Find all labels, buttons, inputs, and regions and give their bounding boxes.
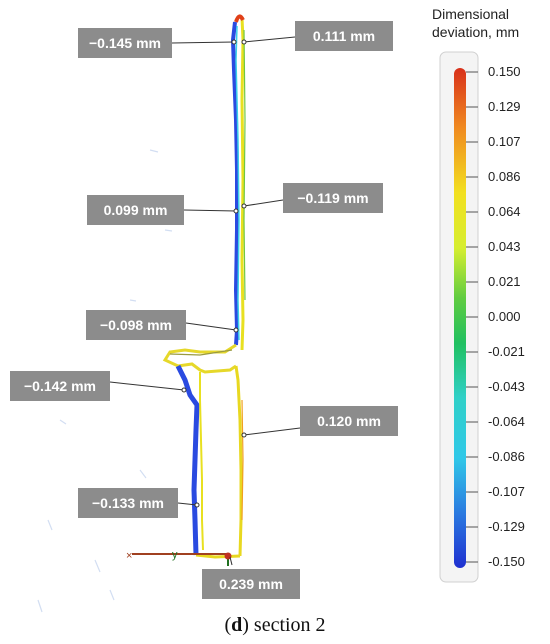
callout-minus-0142: −0.142 mm [10, 371, 110, 401]
profile-bottom [195, 553, 241, 559]
callout-points [181, 39, 247, 508]
callout-minus-0133: −0.133 mm [78, 488, 178, 518]
legend-title-line1: Dimensional [432, 6, 510, 22]
legend-tick: -0.043 [488, 379, 525, 394]
colorbar-ticks [466, 71, 478, 563]
profile-left-edge [230, 21, 240, 346]
callout-minus-0119: −0.119 mm [283, 183, 383, 213]
legend-tick: -0.129 [488, 519, 525, 534]
y-axis-mark: y [172, 549, 178, 561]
legend-tick: 0.000 [488, 309, 521, 324]
legend-tick: -0.021 [488, 344, 525, 359]
figure-caption: (d) section 2 [224, 614, 326, 636]
profile-right-edge [240, 17, 245, 351]
legend-title: Dimensional deviation, mm [432, 5, 550, 41]
caption-text: section 2 [253, 614, 326, 636]
legend-tick: -0.150 [488, 554, 525, 569]
caption-label: d [231, 614, 243, 636]
legend-tick: 0.129 [488, 99, 521, 114]
scan-noise [37, 149, 173, 613]
legend-tick: -0.086 [488, 449, 525, 464]
profile-shoulder-edge [169, 349, 233, 356]
legend-tick: -0.107 [488, 484, 525, 499]
callout-0099: 0.099 mm [87, 195, 184, 225]
legend-tick: 0.086 [488, 169, 521, 184]
legend-tick: 0.021 [488, 274, 521, 289]
legend-tick: 0.150 [488, 64, 521, 79]
callout-0239: 0.239 mm [202, 569, 300, 599]
profile-shoulder [162, 343, 237, 374]
callout-leaders [109, 36, 301, 566]
profile-right-edge-green [243, 29, 246, 301]
callout-0111: 0.111 mm [295, 21, 393, 51]
profile-lower-right [234, 365, 243, 557]
profile-lower-left-inner [199, 372, 204, 551]
profile-lower-right-orange [241, 399, 244, 521]
x-axis-mark: × [126, 550, 132, 562]
legend-tick: 0.064 [488, 204, 521, 219]
callout-minus-0098: −0.098 mm [86, 310, 186, 340]
colorbar [454, 68, 466, 568]
legend-tick: -0.064 [488, 414, 525, 429]
legend-title-line2: deviation, mm [432, 24, 520, 40]
profile-left-edge-highlight [235, 25, 240, 341]
legend-tick: 0.107 [488, 134, 521, 149]
legend-tick: 0.043 [488, 239, 521, 254]
profile-lower-left [175, 364, 200, 556]
callout-0120: 0.120 mm [300, 406, 398, 436]
callout-minus-0145: −0.145 mm [78, 28, 172, 58]
profile-tip [234, 14, 245, 23]
